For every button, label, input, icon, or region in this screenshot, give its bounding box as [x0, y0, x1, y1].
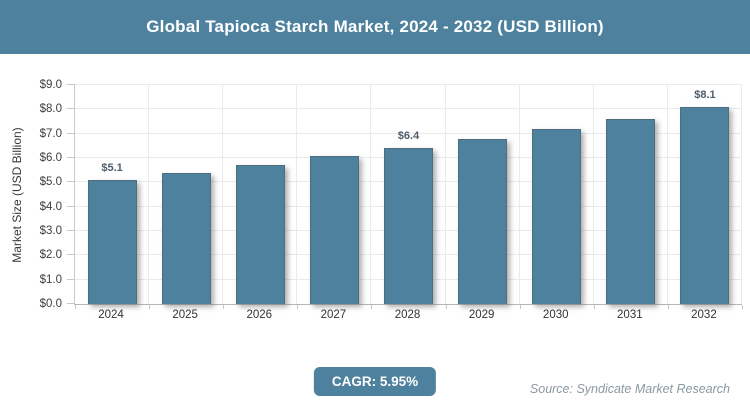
x-tick-label: 2030 [542, 309, 569, 321]
gridline-h [75, 84, 742, 85]
gridline-h [75, 132, 742, 134]
gridline-v [222, 85, 224, 304]
y-tick [67, 157, 75, 158]
x-tick-label: 2032 [691, 309, 717, 321]
y-tick [67, 181, 75, 183]
chart-title: Global Tapioca Starch Market, 2024 - 203… [146, 17, 604, 36]
bar-value-label: $8.1 [694, 88, 716, 101]
y-tick-label: $5.0 [39, 176, 62, 189]
x-tick-label: 2024 [98, 309, 124, 321]
y-tick-label: $2.0 [39, 249, 62, 262]
y-tick-label: $8.0 [39, 103, 62, 116]
x-tick [519, 305, 521, 309]
bar-2026 [235, 165, 285, 304]
gridline-v [148, 85, 150, 304]
x-tick [149, 305, 151, 309]
x-tick-label: 2025 [172, 309, 198, 321]
y-tick [67, 205, 75, 207]
gridline-v [666, 85, 668, 304]
x-tick [445, 305, 447, 309]
y-tick [67, 108, 75, 110]
x-tick [667, 305, 669, 309]
chart-title-bar: Global Tapioca Starch Market, 2024 - 203… [0, 0, 750, 54]
y-tick-label: $7.0 [39, 127, 62, 140]
gridline-v [592, 85, 594, 304]
x-tick [593, 305, 595, 309]
bar-value-label: $6.4 [397, 130, 420, 143]
gridline-v [444, 85, 446, 304]
bar-2024 [87, 179, 137, 304]
y-tick-label: $6.0 [39, 152, 62, 164]
gridline-v [518, 85, 520, 304]
x-tick-label: 2029 [468, 309, 495, 321]
gridline-h [75, 108, 742, 110]
x-tick-label: 2027 [320, 309, 347, 321]
bar-2027 [309, 155, 359, 304]
y-tick-label: $3.0 [39, 225, 62, 237]
y-tick-label: $1.0 [39, 273, 62, 286]
x-tick [742, 305, 743, 309]
x-axis: 2024 2025 2026 2027 2028 2029 2030 2031 2032 [74, 309, 741, 327]
x-tick-label: 2026 [246, 309, 273, 321]
x-tick-label: 2031 [617, 309, 643, 321]
x-tick [75, 305, 76, 309]
bar-2030 [532, 128, 582, 304]
y-tick [67, 303, 75, 304]
y-tick-label: $0.0 [39, 298, 62, 310]
gridline-v [741, 85, 742, 304]
x-tick [297, 305, 299, 309]
y-tick [67, 254, 75, 256]
bar-2025 [161, 172, 211, 304]
y-axis: $0.0 $1.0 $2.0 $3.0 $4.0 $5.0 $6.0 $7.0 $8.0 $9.0 [0, 79, 64, 310]
gridline-v [296, 85, 298, 304]
bar-2029 [458, 138, 508, 304]
y-tick-label: $4.0 [39, 200, 62, 213]
y-tick-label: $9.0 [39, 79, 62, 91]
bar-2031 [606, 119, 656, 304]
x-tick [223, 305, 225, 309]
y-tick [67, 132, 75, 134]
x-tick-label: 2028 [394, 309, 421, 321]
bar-2032 [680, 106, 730, 304]
source-attribution: Source: Syndicate Market Research [529, 382, 730, 396]
y-tick [67, 230, 75, 231]
plot-area: $5.1 $6.4 $8.1 [67, 84, 743, 309]
bar-value-label: $5.1 [101, 161, 123, 174]
y-tick [67, 278, 75, 280]
cagr-badge: CAGR: 5.95% [313, 367, 437, 396]
bar-2028 [384, 148, 433, 304]
x-tick [371, 305, 373, 309]
y-tick [67, 84, 75, 85]
gridline-v [370, 85, 372, 304]
